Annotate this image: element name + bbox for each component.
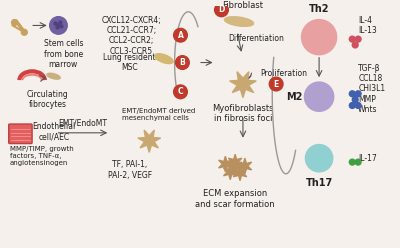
Text: M2: M2 bbox=[286, 92, 302, 102]
Text: EMT/EndoMT: EMT/EndoMT bbox=[58, 119, 107, 128]
Circle shape bbox=[349, 159, 355, 165]
Circle shape bbox=[60, 25, 63, 28]
Text: Fibroblast: Fibroblast bbox=[222, 1, 264, 10]
Polygon shape bbox=[238, 158, 252, 174]
Text: CXCL12-CXCR4;
CCL21-CCR7;
CCL2-CCR2;
CCL3-CCR5: CXCL12-CXCR4; CCL21-CCR7; CCL2-CCR2; CCL… bbox=[102, 16, 162, 56]
Circle shape bbox=[355, 91, 361, 97]
Circle shape bbox=[215, 3, 228, 17]
Circle shape bbox=[176, 56, 189, 69]
Polygon shape bbox=[230, 72, 256, 98]
Circle shape bbox=[306, 145, 333, 172]
Text: B: B bbox=[180, 58, 185, 67]
Circle shape bbox=[349, 103, 355, 108]
Text: Circulating
fibrocytes: Circulating fibrocytes bbox=[27, 90, 68, 109]
Circle shape bbox=[174, 28, 187, 42]
FancyBboxPatch shape bbox=[9, 124, 32, 144]
Polygon shape bbox=[228, 154, 242, 170]
Circle shape bbox=[355, 159, 361, 165]
Text: D: D bbox=[218, 5, 225, 14]
Polygon shape bbox=[224, 164, 237, 180]
Text: Th2: Th2 bbox=[309, 4, 329, 14]
Circle shape bbox=[54, 22, 57, 25]
Circle shape bbox=[355, 103, 361, 108]
Text: C: C bbox=[178, 87, 183, 96]
Circle shape bbox=[21, 29, 27, 35]
Polygon shape bbox=[228, 158, 242, 174]
Circle shape bbox=[57, 24, 60, 27]
Circle shape bbox=[269, 77, 283, 91]
Text: Endothelial
cell/AEC: Endothelial cell/AEC bbox=[32, 122, 75, 142]
Text: A: A bbox=[178, 31, 184, 40]
Circle shape bbox=[352, 97, 358, 103]
Text: ECM expansion
and scar formation: ECM expansion and scar formation bbox=[195, 189, 275, 209]
Polygon shape bbox=[138, 130, 161, 152]
Circle shape bbox=[12, 20, 18, 26]
Text: E: E bbox=[274, 80, 279, 89]
Circle shape bbox=[59, 21, 62, 24]
Polygon shape bbox=[219, 156, 232, 172]
Circle shape bbox=[352, 42, 358, 48]
Text: TF, PAI-1,
PAI-2, VEGF: TF, PAI-1, PAI-2, VEGF bbox=[108, 160, 152, 180]
Ellipse shape bbox=[224, 17, 254, 26]
Circle shape bbox=[355, 36, 361, 42]
Text: Myofibroblasts
in fibrosis foci: Myofibroblasts in fibrosis foci bbox=[212, 103, 274, 123]
Text: IL-4
IL-13: IL-4 IL-13 bbox=[358, 16, 377, 35]
Circle shape bbox=[56, 26, 59, 29]
Text: Th17: Th17 bbox=[306, 178, 333, 188]
Text: EMT/EndoMT derived
mesenchymal cells: EMT/EndoMT derived mesenchymal cells bbox=[122, 108, 195, 121]
Text: Lung resident
MSC: Lung resident MSC bbox=[104, 53, 156, 72]
Polygon shape bbox=[233, 165, 247, 181]
Circle shape bbox=[349, 91, 355, 97]
Ellipse shape bbox=[47, 73, 60, 79]
Text: TGF-β
CCL18
CHI3L1
MMP
Wnts: TGF-β CCL18 CHI3L1 MMP Wnts bbox=[358, 63, 385, 114]
Text: Differentiation: Differentiation bbox=[229, 34, 284, 43]
Circle shape bbox=[304, 82, 334, 111]
Text: Stem cells
from bone
marrow: Stem cells from bone marrow bbox=[44, 39, 83, 69]
Ellipse shape bbox=[155, 54, 173, 63]
Circle shape bbox=[302, 20, 337, 55]
Text: IL-17: IL-17 bbox=[358, 154, 377, 163]
Circle shape bbox=[50, 17, 67, 34]
Circle shape bbox=[174, 85, 187, 99]
Circle shape bbox=[349, 36, 355, 42]
Text: MMP/TIMP, growth
factors, TNF-α,
angiotensinogen: MMP/TIMP, growth factors, TNF-α, angiote… bbox=[10, 147, 74, 166]
Text: Proliferation: Proliferation bbox=[260, 69, 308, 78]
